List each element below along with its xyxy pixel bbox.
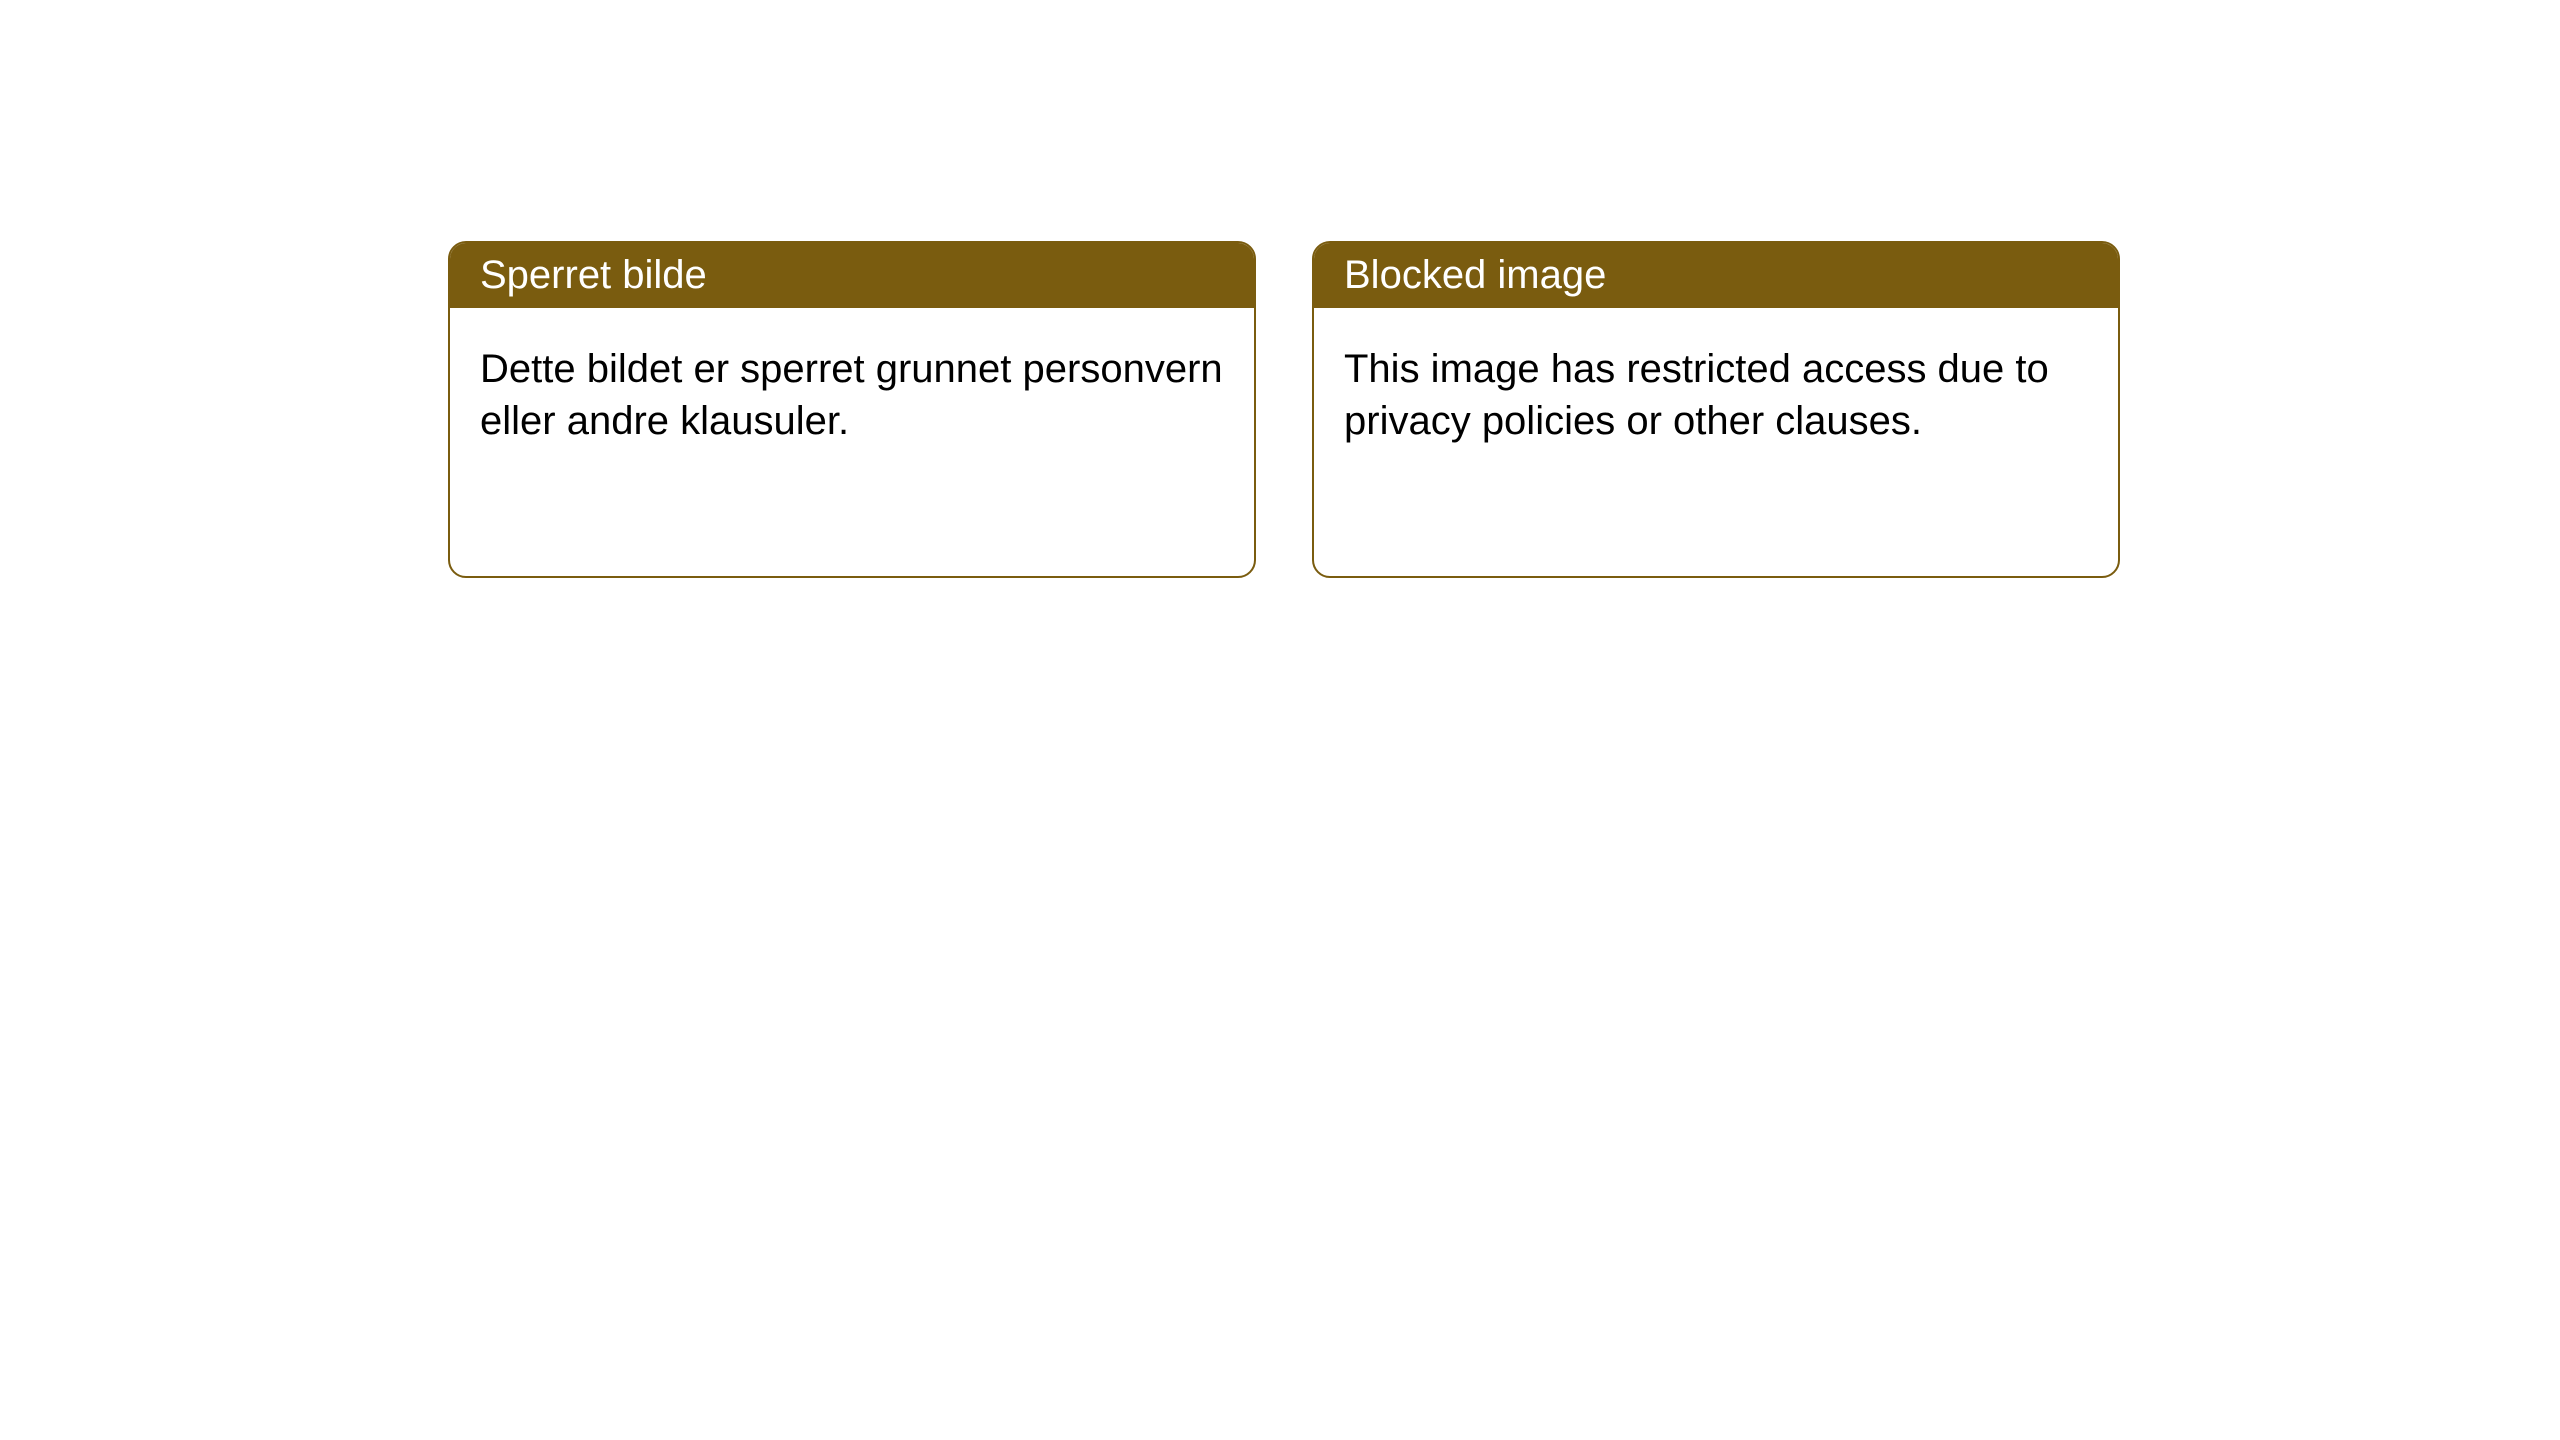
notice-title: Sperret bilde — [480, 253, 707, 297]
notice-message: This image has restricted access due to … — [1344, 347, 2049, 443]
notice-card-norwegian: Sperret bilde Dette bildet er sperret gr… — [448, 241, 1256, 578]
notice-body: Dette bildet er sperret grunnet personve… — [450, 308, 1254, 482]
notice-title: Blocked image — [1344, 253, 1606, 297]
notice-header: Blocked image — [1314, 243, 2118, 308]
notice-container: Sperret bilde Dette bildet er sperret gr… — [448, 241, 2120, 578]
notice-card-english: Blocked image This image has restricted … — [1312, 241, 2120, 578]
notice-message: Dette bildet er sperret grunnet personve… — [480, 347, 1223, 443]
notice-header: Sperret bilde — [450, 243, 1254, 308]
notice-body: This image has restricted access due to … — [1314, 308, 2118, 482]
